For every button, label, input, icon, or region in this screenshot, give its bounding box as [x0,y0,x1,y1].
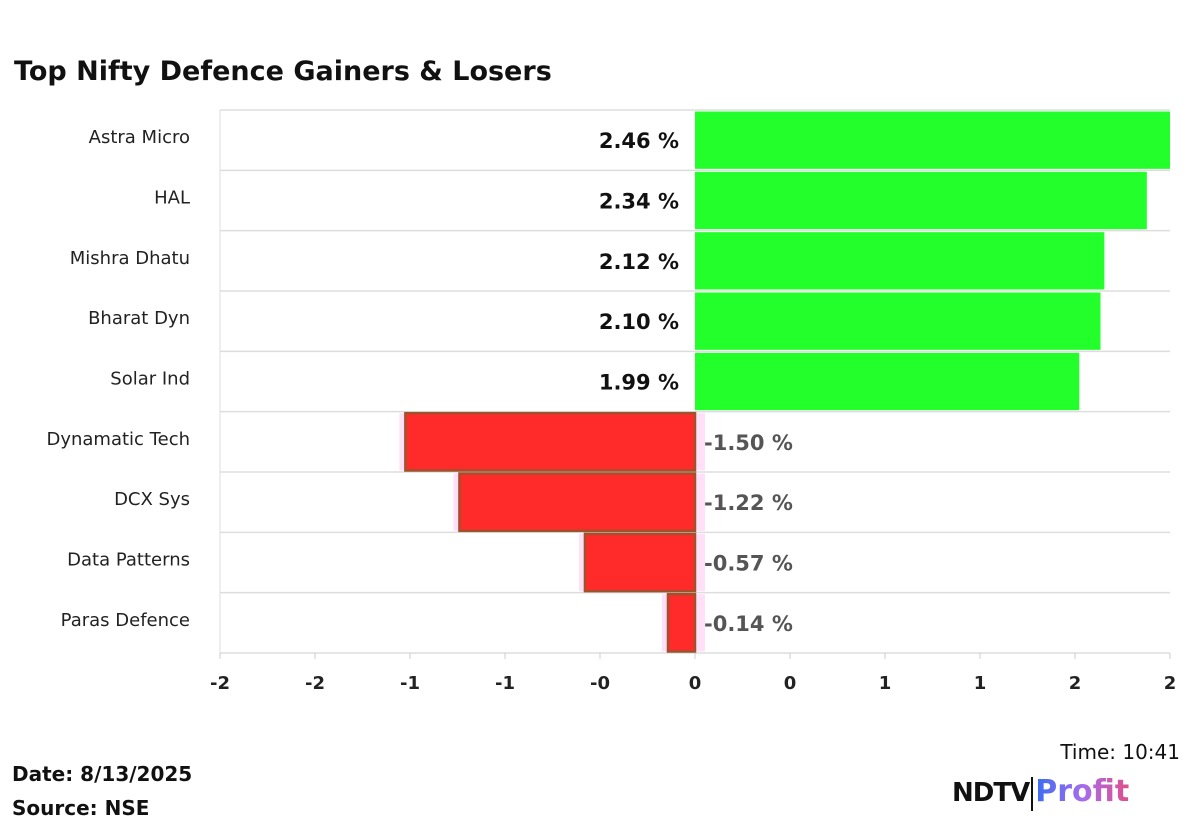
category-label: DCX Sys [114,489,190,510]
value-label: 2.34 % [599,190,679,214]
bar-positive [695,111,1170,169]
value-label: -1.22 % [704,491,793,515]
source-label: Source: NSE [12,796,150,820]
category-label: Solar Ind [110,369,190,390]
x-tick-label: 1 [879,673,892,694]
value-label: 2.10 % [599,310,679,334]
bar-chart: Astra Micro 2.46 % HAL 2.34 % Mishra Dhatu 2.… [46,109,1177,694]
category-label: Bharat Dyn [88,308,190,329]
bar-negative [666,592,697,653]
category-label: Dynamatic Tech [46,429,190,450]
x-tick-label: -1 [400,673,420,694]
x-tick-label: 2 [1069,673,1082,694]
chart-title: Top Nifty Defence Gainers & Losers [14,56,552,87]
category-label: HAL [154,188,190,209]
x-tick-label: 1 [974,673,987,694]
category-label: Data Patterns [67,550,190,571]
bar-positive [695,232,1105,290]
value-label: -1.50 % [704,431,793,455]
bar-positive [695,171,1147,230]
category-label: Paras Defence [61,610,190,631]
value-label: 2.46 % [599,129,679,153]
date-label: Date: 8/13/2025 [12,762,193,786]
bar-positive [695,352,1080,411]
bar-negative [583,532,697,593]
x-tick-label: 0 [784,673,797,694]
value-label: 2.12 % [599,250,679,274]
bar-negative [458,472,697,533]
value-label: -0.14 % [704,612,793,636]
x-tick-label: 2 [1164,673,1177,694]
value-label: -0.57 % [704,552,793,576]
time-label: Time: 10:41 [1060,740,1180,764]
x-tick-label: -2 [305,673,325,694]
x-tick-label: -2 [210,673,230,694]
value-label: 1.99 % [599,371,679,395]
x-tick-label: 0 [689,673,702,694]
bar-positive [695,292,1101,350]
x-tick-label: -1 [495,673,515,694]
x-tick-label: -0 [590,673,610,694]
bar-negative [404,411,697,472]
category-label: Astra Micro [89,127,190,148]
ndtv-profit-logo: NDTV Profit [952,774,1130,811]
category-label: Mishra Dhatu [70,248,190,269]
